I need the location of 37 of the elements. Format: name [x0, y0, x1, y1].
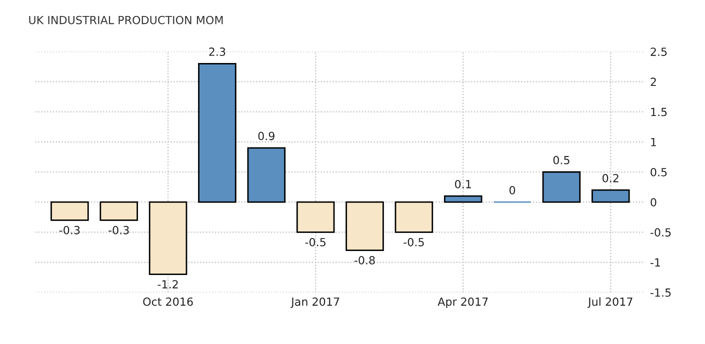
bar [542, 171, 581, 203]
bar [100, 201, 138, 221]
chart-title: UK INDUSTRIAL PRODUCTION MOM [29, 16, 223, 24]
x-tick-label: Jul 2017 [587, 297, 632, 308]
bar [296, 201, 335, 233]
data-label: 0.5 [553, 156, 570, 164]
data-label: -1.2 [158, 280, 178, 288]
data-label: 2.3 [209, 48, 226, 56]
y-tick-label: -1.5 [650, 288, 671, 297]
y-tick-label: 1.5 [651, 108, 667, 116]
y-tick-label: -1 [650, 258, 660, 267]
data-label: 0.9 [258, 132, 274, 140]
x-tick-label: Jan 2017 [290, 297, 340, 308]
y-tick-label: 2 [650, 78, 656, 86]
data-label: -0.3 [108, 226, 129, 234]
y-tick-label: 2.5 [650, 48, 667, 56]
data-label: 0.1 [455, 180, 471, 188]
data-label: -0.8 [354, 256, 375, 264]
bar [444, 195, 482, 203]
x-tick-label: Oct 2016 [143, 297, 193, 306]
data-label: -0.5 [305, 238, 326, 246]
bar [346, 201, 384, 251]
bar [394, 201, 434, 233]
data-label: -0.5 [404, 238, 424, 246]
bar [592, 189, 630, 203]
bar [198, 62, 236, 203]
x-tick-label: Apr 2017 [438, 297, 488, 308]
y-tick-label: 0 [650, 198, 656, 206]
y-tick-label: 0.5 [650, 168, 667, 176]
data-label: 0.2 [602, 174, 618, 182]
bar [148, 201, 188, 276]
bar [50, 201, 89, 221]
bar [247, 147, 286, 203]
y-tick-label: -0.5 [650, 228, 671, 237]
data-label: 0 [509, 186, 516, 194]
data-label: -0.3 [59, 226, 80, 234]
y-tick-label: 1 [651, 138, 656, 146]
